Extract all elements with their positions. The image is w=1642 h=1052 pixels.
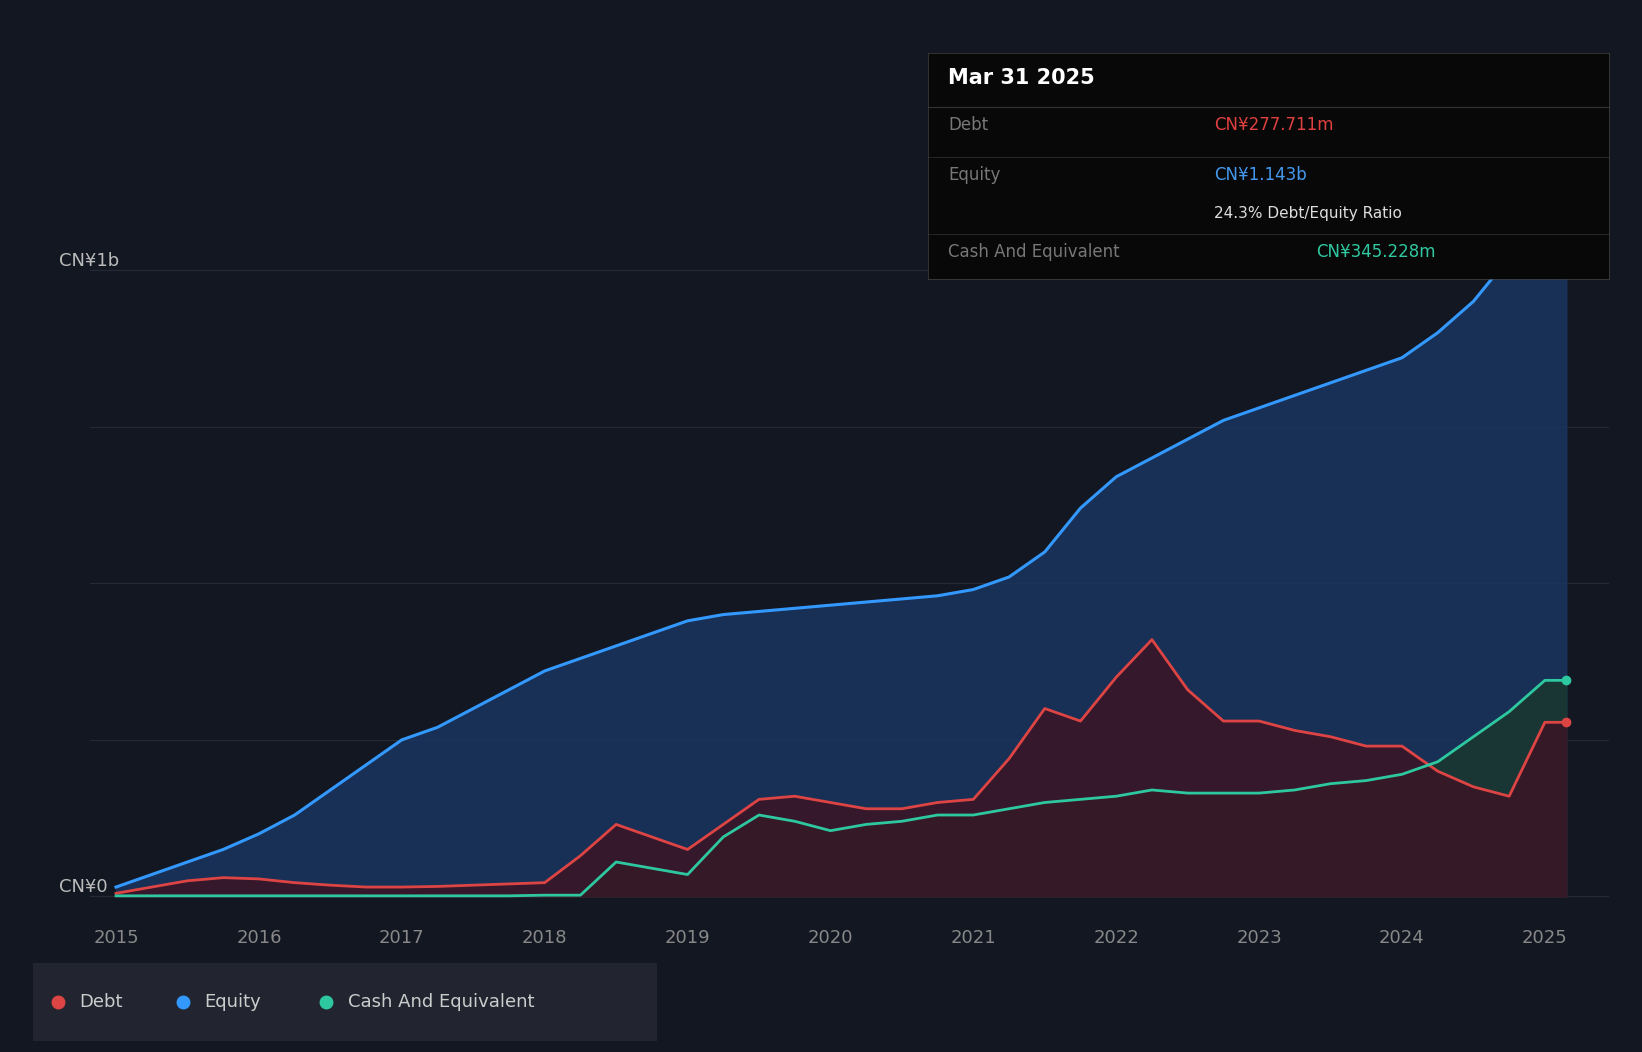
Text: CN¥0: CN¥0 [59, 878, 107, 896]
Text: Mar 31 2025: Mar 31 2025 [947, 68, 1095, 88]
Text: Cash And Equivalent: Cash And Equivalent [947, 243, 1120, 261]
Text: CN¥1.143b: CN¥1.143b [1213, 166, 1307, 184]
Text: Debt: Debt [947, 116, 988, 134]
Text: Cash And Equivalent: Cash And Equivalent [348, 993, 534, 1011]
Text: Equity: Equity [947, 166, 1000, 184]
Text: CN¥345.228m: CN¥345.228m [1317, 243, 1435, 261]
Text: 24.3% Debt/Equity Ratio: 24.3% Debt/Equity Ratio [1213, 206, 1402, 221]
Text: Debt: Debt [80, 993, 123, 1011]
Text: Equity: Equity [205, 993, 261, 1011]
Text: CN¥1b: CN¥1b [59, 252, 120, 270]
Text: CN¥277.711m: CN¥277.711m [1213, 116, 1333, 134]
